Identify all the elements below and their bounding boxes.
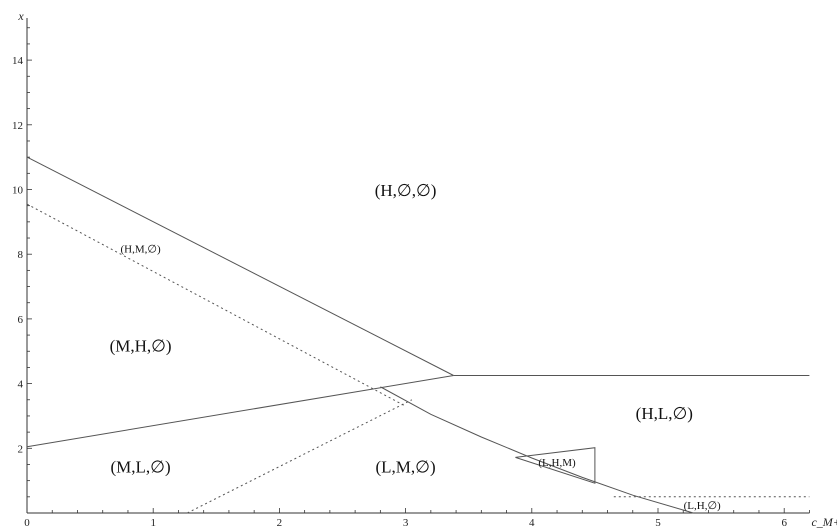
y-axis-label: x — [17, 9, 24, 23]
x-tick-label: 3 — [403, 517, 409, 529]
x-tick-label: 0 — [24, 517, 30, 529]
region-label: (H,M,∅) — [121, 244, 161, 256]
region-label: (L,H,∅) — [684, 500, 721, 512]
region-labels: (H,∅,∅) (H,M,∅) (M,H,∅) (M,L,∅) (L,M,∅) (H,L,… — [110, 181, 721, 512]
region-label: (M,L,∅) — [111, 458, 171, 477]
dotted-boundary-line — [26, 203, 406, 407]
x-axis-label: c_M+ψ — [811, 515, 837, 529]
y-tick-label: 2 — [18, 443, 24, 455]
boundary-line — [26, 375, 454, 448]
boundary-line — [26, 156, 454, 376]
y-tick-label: 12 — [12, 120, 23, 132]
region-label: (M,H,∅) — [110, 336, 172, 355]
y-tick-label: 10 — [12, 185, 24, 197]
curves — [26, 156, 810, 514]
x-tick-label: 2 — [277, 517, 283, 529]
x-tick-label: 1 — [150, 517, 156, 529]
boundary-line — [380, 386, 694, 514]
region-label: (L,M,∅) — [376, 458, 436, 477]
x-tick-label: 6 — [781, 517, 787, 529]
region-label: (L,H,M) — [538, 457, 576, 469]
y-tick-label: 8 — [18, 249, 24, 261]
x-tick-label: 5 — [655, 517, 661, 529]
region-label: (H,∅,∅) — [375, 181, 437, 200]
boundary-line — [515, 447, 596, 484]
y-tick-label: 4 — [18, 379, 24, 391]
x-tick-label: 4 — [529, 517, 535, 529]
dotted-boundary-line — [187, 399, 413, 514]
y-tick-label: 6 — [18, 314, 24, 326]
region-label: (H,L,∅) — [636, 404, 693, 423]
y-tick-label: 14 — [12, 55, 24, 67]
